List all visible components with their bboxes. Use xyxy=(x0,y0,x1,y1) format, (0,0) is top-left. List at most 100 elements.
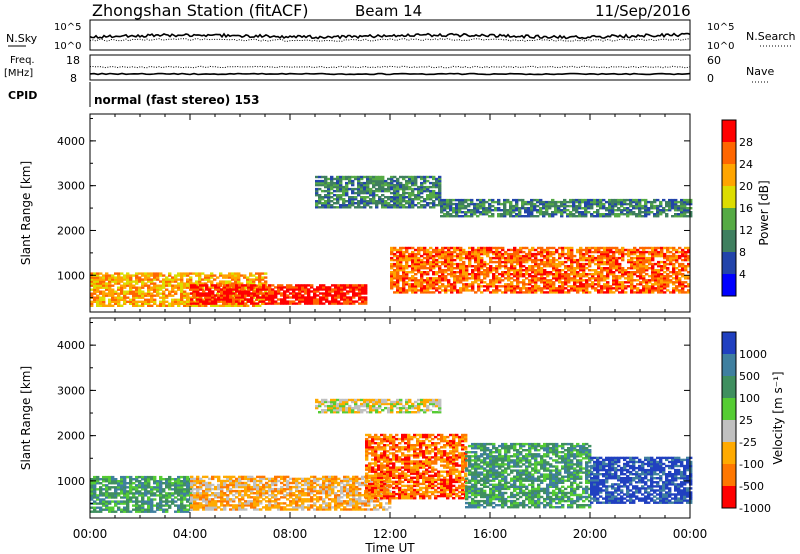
echo-cell xyxy=(144,484,148,487)
echo-cell xyxy=(687,271,691,274)
echo-cell xyxy=(447,256,451,260)
echo-cell xyxy=(510,281,514,284)
echo-cell xyxy=(198,302,202,305)
echo-cell xyxy=(570,250,574,254)
y-tick-label: 2000 xyxy=(57,224,85,237)
echo-cell xyxy=(599,215,603,218)
echo-cell xyxy=(543,277,547,280)
echo-cell xyxy=(316,286,320,289)
echo-cell xyxy=(304,284,308,287)
echo-cell xyxy=(390,177,394,181)
echo-cell xyxy=(420,267,424,270)
echo-cell xyxy=(525,283,529,286)
echo-cell xyxy=(327,200,331,203)
echo-cell xyxy=(190,496,194,499)
echo-cell xyxy=(666,281,670,284)
echo-cell xyxy=(671,198,675,202)
echo-cell xyxy=(417,285,421,288)
echo-cell xyxy=(358,302,362,305)
echo-cell xyxy=(249,274,253,277)
echo-cell xyxy=(507,252,511,256)
echo-cell xyxy=(351,183,355,187)
echo-cell xyxy=(510,267,514,270)
echo-cell xyxy=(417,283,421,286)
echo-cell xyxy=(247,288,251,291)
echo-cell xyxy=(399,291,403,294)
echo-cell xyxy=(629,200,633,204)
echo-cell xyxy=(247,483,251,487)
echo-cell xyxy=(253,477,257,481)
echo-cell xyxy=(387,177,391,181)
echo-cell xyxy=(325,286,329,289)
echo-cell xyxy=(618,291,622,294)
echo-cell xyxy=(513,250,517,254)
echo-cell xyxy=(516,279,520,282)
echo-cell xyxy=(414,179,418,183)
echo-cell xyxy=(226,496,230,499)
echo-cell xyxy=(681,283,685,286)
echo-cell xyxy=(642,248,646,252)
echo-cell xyxy=(180,484,184,487)
echo-cell xyxy=(591,269,595,272)
echo-cell xyxy=(495,285,499,288)
echo-cell xyxy=(330,187,334,191)
echo-cell xyxy=(315,194,319,197)
echo-cell xyxy=(666,246,670,250)
echo-cell xyxy=(283,292,287,295)
echo-cell xyxy=(280,487,284,491)
echo-cell xyxy=(459,289,463,292)
echo-cell xyxy=(135,488,139,491)
echo-cell xyxy=(633,248,637,252)
echo-cell xyxy=(588,273,592,276)
echo-cell xyxy=(268,502,272,505)
echo-cell xyxy=(105,282,109,285)
echo-cell xyxy=(453,250,457,254)
echo-cell xyxy=(477,258,481,262)
echo-cell xyxy=(354,196,358,199)
echo-cell xyxy=(366,200,370,203)
echo-cell xyxy=(476,204,480,208)
echo-cell xyxy=(555,275,559,278)
echo-cell xyxy=(211,477,215,481)
echo-cell xyxy=(609,246,613,250)
echo-cell xyxy=(567,281,571,284)
echo-cell xyxy=(183,506,187,509)
echo-cell xyxy=(390,273,394,276)
echo-cell xyxy=(217,500,221,503)
echo-cell xyxy=(126,274,130,277)
echo-cell xyxy=(108,274,112,277)
echo-cell xyxy=(375,194,379,197)
echo-cell xyxy=(262,284,266,287)
echo-cell xyxy=(429,202,433,205)
echo-cell xyxy=(615,269,619,272)
echo-cell xyxy=(301,294,305,297)
echo-cell xyxy=(675,250,679,254)
echo-cell xyxy=(632,204,636,208)
echo-cell xyxy=(470,213,474,216)
echo-cell xyxy=(443,213,447,216)
echo-cell xyxy=(639,254,643,258)
echo-cell xyxy=(202,300,206,303)
echo-cell xyxy=(138,500,142,503)
echo-cell xyxy=(277,286,281,289)
echo-cell xyxy=(120,272,124,275)
echo-cell xyxy=(608,200,612,204)
echo-cell xyxy=(261,302,265,305)
echo-cell xyxy=(330,196,334,199)
echo-cell xyxy=(283,290,287,293)
echo-cell xyxy=(205,485,209,489)
echo-cell xyxy=(567,269,571,272)
echo-cell xyxy=(334,290,338,293)
echo-cell xyxy=(648,258,652,262)
echo-cell xyxy=(219,274,223,277)
echo-cell xyxy=(111,304,115,307)
echo-cell xyxy=(393,196,397,199)
echo-cell xyxy=(247,300,251,303)
echo-cell xyxy=(132,508,136,511)
echo-cell xyxy=(396,283,400,286)
echo-cell xyxy=(180,492,184,495)
echo-cell xyxy=(561,281,565,284)
echo-cell xyxy=(369,200,373,203)
echo-cell xyxy=(156,278,160,281)
echo-cell xyxy=(168,492,172,495)
